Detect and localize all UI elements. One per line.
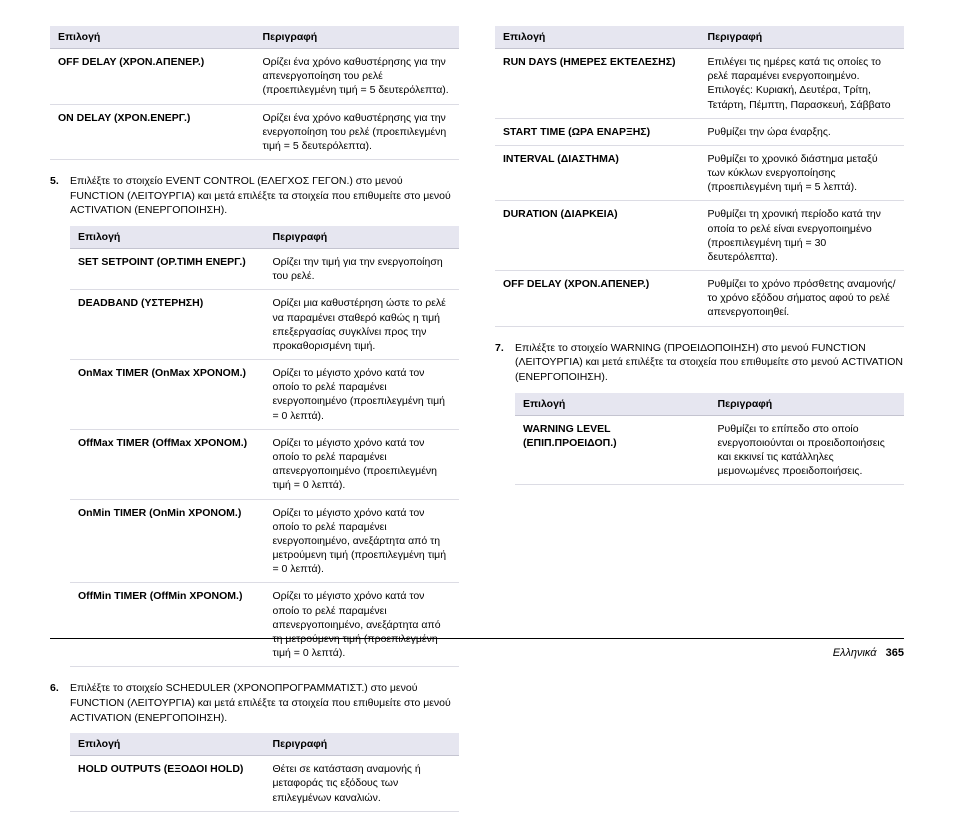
table-row: ON DELAY (ΧΡΟΝ.ΕΝΕΡΓ.) Ορίζει ένα χρόνο … — [50, 104, 459, 160]
step-text: Επιλέξτε το στοιχείο SCHEDULER (ΧΡΟΝΟΠΡΟ… — [70, 681, 459, 725]
table-row: DURATION (ΔΙΑΡΚΕΙΑ)Ρυθμίζει τη χρονική π… — [495, 201, 904, 271]
option-cell: INTERVAL (ΔΙΑΣΤΗΜΑ) — [495, 145, 700, 201]
option-cell: WARNING LEVEL (ΕΠΙΠ.ΠΡΟΕΙΔΟΠ.) — [515, 415, 710, 485]
table-row: OnMax TIMER (OnMax ΧΡΟΝΟΜ.)Ορίζει το μέγ… — [70, 360, 459, 430]
description-cell: Ρυθμίζει το χρονικό διάστημα μεταξύ των … — [700, 145, 905, 201]
description-cell: Θέτει σε κατάσταση αναμονής ή μεταφοράς … — [265, 756, 460, 812]
table-row: OffMax TIMER (OffMax ΧΡΟΝΟΜ.)Ορίζει το μ… — [70, 429, 459, 499]
option-cell: START TIME (ΩΡΑ ΕΝΑΡΞΗΣ) — [495, 118, 700, 145]
description-cell: Ορίζει την τιμή για την ενεργοποίηση του… — [265, 249, 460, 290]
step-number: 7. — [495, 341, 515, 385]
page-columns: Επιλογή Περιγραφή OFF DELAY (ΧΡΟΝ.ΑΠΕΝΕΡ… — [50, 20, 904, 826]
option-cell: OFF DELAY (ΧΡΟΝ.ΑΠΕΝΕΡ.) — [495, 271, 700, 327]
description-cell: Ρυθμίζει το επίπεδο στο οποίο ενεργοποιο… — [710, 415, 905, 485]
col-description: Περιγραφή — [265, 226, 460, 249]
table-row: OnMin TIMER (OnMin ΧΡΟΝΟΜ.)Ορίζει το μέγ… — [70, 499, 459, 583]
step-number: 5. — [50, 174, 70, 218]
right-column: Επιλογή Περιγραφή RUN DAYS (ΗΜΕΡΕΣ ΕΚΤΕΛ… — [495, 20, 904, 826]
table-warning: Επιλογή Περιγραφή WARNING LEVEL (ΕΠΙΠ.ΠΡ… — [515, 393, 904, 486]
option-cell: OnMax TIMER (OnMax ΧΡΟΝΟΜ.) — [70, 360, 265, 430]
description-cell: Ρυθμίζει το χρόνο πρόσθετης αναμονής/το … — [700, 271, 905, 327]
option-cell: RUN DAYS (ΗΜΕΡΕΣ ΕΚΤΕΛΕΣΗΣ) — [495, 49, 700, 119]
table-row: INTERVAL (ΔΙΑΣΤΗΜΑ)Ρυθμίζει το χρονικό δ… — [495, 145, 904, 201]
description-cell: Ορίζει το μέγιστο χρόνο κατά τον οποίο τ… — [265, 499, 460, 583]
option-cell: DEADBAND (ΥΣΤΕΡΗΣΗ) — [70, 290, 265, 360]
option-cell: HOLD OUTPUTS (ΕΞΟΔΟΙ HOLD) — [70, 756, 265, 812]
table-scheduler: Επιλογή Περιγραφή HOLD OUTPUTS (ΕΞΟΔΟΙ H… — [70, 733, 459, 812]
table-scheduler-cont: Επιλογή Περιγραφή RUN DAYS (ΗΜΕΡΕΣ ΕΚΤΕΛ… — [495, 26, 904, 327]
table-delay: Επιλογή Περιγραφή OFF DELAY (ΧΡΟΝ.ΑΠΕΝΕΡ… — [50, 26, 459, 160]
table-row: OFF DELAY (ΧΡΟΝ.ΑΠΕΝΕΡ.)Ρυθμίζει το χρόν… — [495, 271, 904, 327]
col-description: Περιγραφή — [255, 26, 460, 49]
step-text: Επιλέξτε το στοιχείο EVENT CONTROL (ΕΛΕΓ… — [70, 174, 459, 218]
col-description: Περιγραφή — [265, 733, 460, 756]
description-cell: Ρυθμίζει την ώρα έναρξης. — [700, 118, 905, 145]
option-cell: OffMax TIMER (OffMax ΧΡΟΝΟΜ.) — [70, 429, 265, 499]
description-cell: Ορίζει ένα χρόνο καθυστέρησης για την εν… — [255, 104, 460, 160]
step-7: 7. Επιλέξτε το στοιχείο WARNING (ΠΡΟΕΙΔΟ… — [495, 341, 904, 385]
description-cell: Ρυθμίζει τη χρονική περίοδο κατά την οπο… — [700, 201, 905, 271]
footer-language: Ελληνικά — [833, 647, 877, 659]
table-row: DEADBAND (ΥΣΤΕΡΗΣΗ)Ορίζει μια καθυστέρησ… — [70, 290, 459, 360]
description-cell: Ορίζει ένα χρόνο καθυστέρησης για την απ… — [255, 49, 460, 105]
option-cell: SET SETPOINT (ΟΡ.ΤΙΜΗ ΕΝΕΡΓ.) — [70, 249, 265, 290]
description-cell: Ορίζει το μέγιστο χρόνο κατά τον οποίο τ… — [265, 583, 460, 667]
table-row: WARNING LEVEL (ΕΠΙΠ.ΠΡΟΕΙΔΟΠ.)Ρυθμίζει τ… — [515, 415, 904, 485]
table-row: RUN DAYS (ΗΜΕΡΕΣ ΕΚΤΕΛΕΣΗΣ)Επιλέγει τις … — [495, 49, 904, 119]
page-footer: Ελληνικά 365 — [833, 647, 904, 659]
table-row: HOLD OUTPUTS (ΕΞΟΔΟΙ HOLD)Θέτει σε κατάσ… — [70, 756, 459, 812]
table-row: SET SETPOINT (ΟΡ.ΤΙΜΗ ΕΝΕΡΓ.)Ορίζει την … — [70, 249, 459, 290]
step-text: Επιλέξτε το στοιχείο WARNING (ΠΡΟΕΙΔΟΠΟΙ… — [515, 341, 904, 385]
step-5: 5. Επιλέξτε το στοιχείο EVENT CONTROL (Ε… — [50, 174, 459, 218]
footer-rule — [50, 638, 904, 639]
col-option: Επιλογή — [70, 226, 265, 249]
table-row: START TIME (ΩΡΑ ΕΝΑΡΞΗΣ)Ρυθμίζει την ώρα… — [495, 118, 904, 145]
option-cell: OffMin TIMER (OffMin ΧΡΟΝΟΜ.) — [70, 583, 265, 667]
step-6: 6. Επιλέξτε το στοιχείο SCHEDULER (ΧΡΟΝΟ… — [50, 681, 459, 725]
col-description: Περιγραφή — [710, 393, 905, 416]
col-option: Επιλογή — [50, 26, 255, 49]
footer-page-number: 365 — [886, 647, 904, 659]
table-row: OffMin TIMER (OffMin ΧΡΟΝΟΜ.)Ορίζει το μ… — [70, 583, 459, 667]
col-option: Επιλογή — [515, 393, 710, 416]
option-cell: OnMin TIMER (OnMin ΧΡΟΝΟΜ.) — [70, 499, 265, 583]
description-cell: Ορίζει το μέγιστο χρόνο κατά τον οποίο τ… — [265, 360, 460, 430]
option-cell: ON DELAY (ΧΡΟΝ.ΕΝΕΡΓ.) — [50, 104, 255, 160]
description-cell: Επιλέγει τις ημέρες κατά τις οποίες το ρ… — [700, 49, 905, 119]
col-option: Επιλογή — [495, 26, 700, 49]
option-cell: OFF DELAY (ΧΡΟΝ.ΑΠΕΝΕΡ.) — [50, 49, 255, 105]
description-cell: Ορίζει μια καθυστέρηση ώστε το ρελέ να π… — [265, 290, 460, 360]
option-cell: DURATION (ΔΙΑΡΚΕΙΑ) — [495, 201, 700, 271]
col-option: Επιλογή — [70, 733, 265, 756]
description-cell: Ορίζει το μέγιστο χρόνο κατά τον οποίο τ… — [265, 429, 460, 499]
left-column: Επιλογή Περιγραφή OFF DELAY (ΧΡΟΝ.ΑΠΕΝΕΡ… — [50, 20, 459, 826]
table-event-control: Επιλογή Περιγραφή SET SETPOINT (ΟΡ.ΤΙΜΗ … — [70, 226, 459, 667]
step-number: 6. — [50, 681, 70, 725]
col-description: Περιγραφή — [700, 26, 905, 49]
table-row: OFF DELAY (ΧΡΟΝ.ΑΠΕΝΕΡ.) Ορίζει ένα χρόν… — [50, 49, 459, 105]
